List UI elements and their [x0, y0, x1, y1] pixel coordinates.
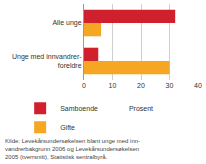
svg-text:Prosent: Prosent: [129, 105, 153, 112]
svg-text:Kilde: Levekårsundersøkelsen b: Kilde: Levekårsundersøkelsen blant unge …: [5, 138, 140, 160]
svg-text:30: 30: [166, 82, 174, 89]
svg-text:20: 20: [137, 82, 145, 89]
svg-text:40: 40: [194, 82, 202, 89]
svg-text:Alle unge: Alle unge: [52, 19, 81, 27]
svg-text:Gifte: Gifte: [60, 124, 75, 131]
svg-text:Samboende: Samboende: [60, 105, 98, 112]
svg-text:10: 10: [109, 82, 117, 89]
svg-text:0: 0: [82, 82, 86, 89]
svg-text:Unge med innvandrer-foreldre: Unge med innvandrer-foreldre: [12, 53, 82, 69]
